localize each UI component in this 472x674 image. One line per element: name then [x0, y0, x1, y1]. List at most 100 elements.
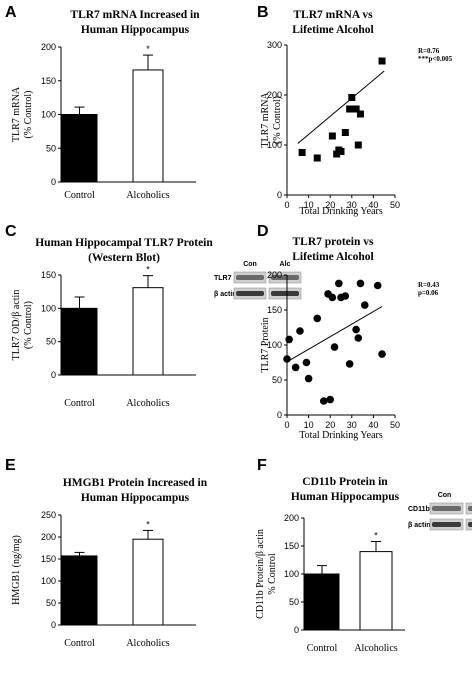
panel-f-blot-column: Con [438, 492, 452, 499]
panel-d-xtick-label: 20 [325, 420, 335, 430]
panel-a-ytick-label: 150 [41, 76, 56, 86]
panel-letter-e: E [5, 457, 16, 474]
panel-f-title-line: CD11b Protein in [302, 476, 388, 488]
panel-e-title-line: HMGB1 Protein Increased in [63, 477, 208, 489]
panel-d-xtick-label: 40 [368, 420, 378, 430]
panel-f-blot-band [432, 506, 461, 511]
panel-letter-d: D [257, 223, 269, 240]
panel-f-ylabel-line: CD11b Protein/β actin [255, 529, 266, 619]
panel-e-title-line: Human Hippocampus [81, 492, 190, 504]
panel-d-xlabel: Total Drinking Years [299, 430, 383, 441]
panel-d-ytick-label: 100 [267, 340, 282, 350]
panel-c-bar-control [61, 307, 98, 376]
panel-letter-f: F [257, 457, 267, 474]
panel-a-ytick-label: 50 [46, 143, 56, 153]
panel-f-blot-band [432, 522, 461, 527]
panel-d-xtick-label: 0 [284, 420, 289, 430]
panel-f-bar-control [304, 573, 340, 631]
panel-e-ytick-label: 50 [46, 598, 56, 608]
panel-d-title-line: Lifetime Alcohol [292, 251, 373, 263]
panel-c-blot-row-label: TLR7 [214, 275, 232, 282]
panel-e-ytick-label: 250 [41, 510, 56, 520]
panel-b-point [348, 94, 356, 101]
panel-a-ytick-label: 100 [41, 110, 56, 120]
panel-f-ytick-label: 200 [284, 513, 299, 523]
panel-e-ytick-label: 200 [41, 532, 56, 542]
panel-c-significance-star: * [146, 265, 150, 275]
panel-a-category-label: Control [64, 190, 95, 201]
panel-c-ytick-label: 150 [41, 270, 56, 280]
panel-d-ylabel-line: TLR7 Protein [260, 317, 271, 372]
panel-b-xlabel: Total Drinking Years [299, 206, 383, 217]
panel-letter-b: B [257, 4, 269, 21]
panel-letter-c: C [5, 223, 17, 240]
panel-b-point [354, 141, 362, 149]
panel-c-bar-alcoholics [132, 287, 164, 376]
panel-b-xtick-label: 50 [390, 200, 400, 210]
panel-b-ylabel-line: (% Control) [272, 96, 283, 144]
panel-d-point [313, 314, 322, 323]
panel-b-xtick-label: 10 [304, 200, 314, 210]
panel-b-point [337, 148, 345, 155]
panel-d-point [378, 350, 386, 358]
panel-a-title-line: TLR7 mRNA Increased in [70, 9, 200, 21]
panel-a-ytick-label: 0 [51, 177, 56, 187]
panel-d-point [345, 360, 354, 368]
panel-c-blot-row-label: β actin [214, 291, 237, 298]
panel-d-point [356, 279, 365, 288]
panel-f-bar-alcoholics [359, 551, 393, 631]
panel-b-point [313, 154, 321, 162]
panel-b-point [333, 150, 341, 158]
panel-c-ytick-label: 100 [41, 303, 56, 313]
panel-d-xtick-label: 10 [304, 420, 314, 430]
panel-e-significance-star: * [146, 519, 150, 529]
panel-d-xtick-label: 50 [390, 420, 400, 430]
panel-a-title-line: Human Hippocampus [81, 24, 190, 36]
panel-d-fit-line [286, 306, 383, 363]
panel-c-blot-column: Con [243, 261, 257, 268]
panel-a-bar-alcoholics [132, 69, 164, 183]
panel-c-blot-band [271, 275, 299, 280]
panel-e-ytick-label: 100 [41, 576, 56, 586]
panel-b-point [328, 132, 336, 140]
panel-c-ytick-label: 50 [46, 337, 56, 347]
panel-e-category-label: Control [64, 638, 95, 649]
panel-b-stat-line: ***p<0.005 [418, 55, 453, 63]
panel-b-xtick-label: 30 [347, 200, 357, 210]
panel-b-ytick-label: 0 [277, 190, 282, 200]
panel-f-ytick-label: 100 [284, 569, 299, 579]
panel-c-blot-band [236, 275, 264, 280]
panel-f-ylabel-line: % Control [267, 553, 278, 595]
panel-b-point [298, 149, 306, 156]
panel-d-title-line: TLR7 protein vs [293, 236, 374, 248]
panel-f: CD11b Protein in Human Hippocampus 0 50 100 1… [255, 476, 472, 654]
panel-f-ytick-label: 50 [289, 597, 299, 607]
panel-c-title-line: (Western Blot) [88, 252, 160, 264]
panel-f-blot-band [468, 506, 472, 511]
panel-e-category-label: Alcoholics [126, 638, 169, 649]
panel-c-blot-band [271, 291, 299, 296]
panel-e-ytick-label: 150 [41, 554, 56, 564]
panel-a-ytick-label: 200 [41, 42, 56, 52]
panel-d-point [373, 281, 382, 290]
panel-f-ytick-label: 0 [294, 625, 299, 635]
panel-c-ylabel-line: TLR7 OD/β actin [11, 290, 22, 361]
panel-e-bar-control [61, 555, 98, 626]
panel-b-point [341, 129, 349, 136]
panel-a-ylabel-line: (% Control) [23, 90, 34, 138]
panel-b-xtick-label: 20 [325, 200, 335, 210]
panel-e: HMGB1 Protein Increased in Human Hippocam… [11, 477, 208, 649]
panel-a: TLR7 mRNA Increased in Human Hippocampus 0… [11, 9, 200, 201]
panel-f-title-line: Human Hippocampus [291, 491, 400, 503]
panel-e-ylabel-line: HMGB1 (ng/mg) [11, 535, 22, 605]
panel-b-fit-line [297, 70, 385, 144]
panel-d-ytick-label: 0 [277, 410, 282, 420]
panel-d-point [283, 355, 291, 363]
panel-c-category-label: Control [64, 398, 95, 409]
panel-f-blot-band [468, 522, 472, 527]
panel-d-xtick-label: 30 [347, 420, 357, 430]
panel-c-blot-column: Alc [280, 261, 291, 268]
panel-b-title-line: TLR7 mRNA vs [293, 9, 373, 21]
